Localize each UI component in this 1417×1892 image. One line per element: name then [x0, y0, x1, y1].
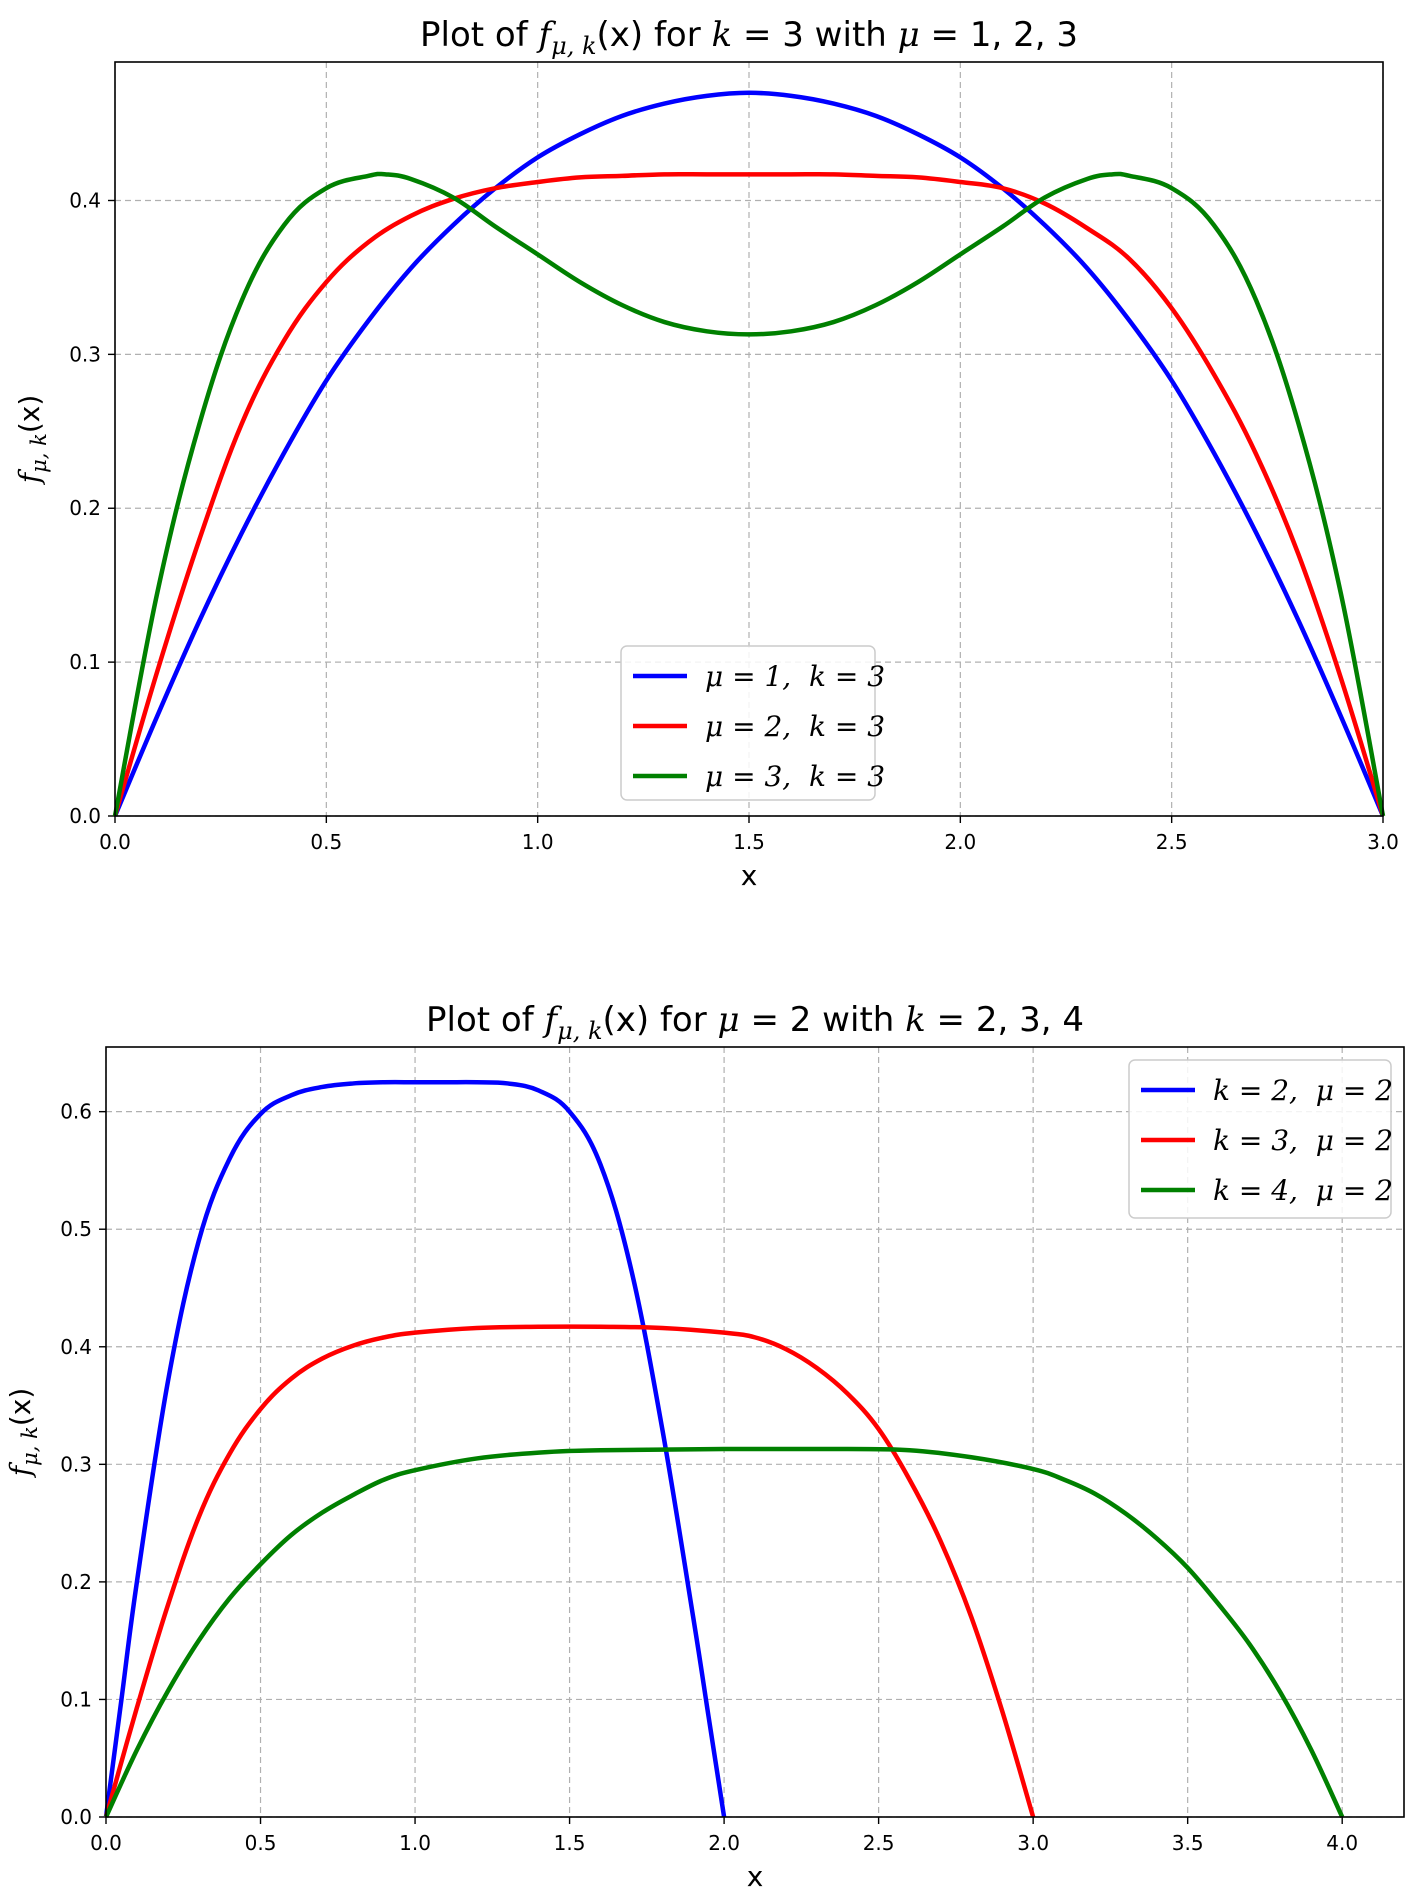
x-tick-label: 1.5: [733, 830, 765, 854]
chart-1: 0.0 0.5 1.0 1.5 2.0 2.5 3.0 0.0 0.1 0.2 0.3 0.4 Plot…: [13, 15, 1399, 892]
legend-label-3: μ = 3, k = 3: [705, 760, 885, 793]
x-tick-label: 4.0: [1326, 1831, 1358, 1855]
series-line-2: [103, 1324, 1036, 1818]
y-tick-label: 0.3: [69, 342, 101, 366]
legend-label-1: k = 2, μ = 2: [1213, 1074, 1393, 1107]
x-tick-label: 2.0: [944, 830, 976, 854]
x-tick-label: 1.5: [554, 1831, 586, 1855]
chart-title: Plot of fμ, k(x) for μ = 2 with k = 2, 3…: [426, 1000, 1084, 1045]
legend-label-1: μ = 1, k = 3: [705, 660, 885, 693]
x-tick-label: 2.5: [1156, 830, 1188, 854]
x-tick-label: 3.0: [1367, 830, 1399, 854]
legend-label-2: μ = 2, k = 3: [705, 710, 885, 743]
axes-frame: [114, 61, 1384, 817]
x-axis-label: x: [747, 1860, 764, 1892]
y-tick-label: 0.2: [69, 496, 101, 520]
series-line-3: [112, 171, 1386, 817]
x-tick-label: 2.5: [863, 1831, 895, 1855]
y-tick-label: 0.6: [60, 1100, 92, 1124]
x-tick-label: 3.0: [1017, 1831, 1049, 1855]
x-tick-label: 0.5: [245, 1831, 277, 1855]
y-tick-label: 0.3: [60, 1452, 92, 1476]
x-tick-label: 1.0: [399, 1831, 431, 1855]
series-line-2: [112, 171, 1386, 817]
y-tick-label: 0.5: [60, 1217, 92, 1241]
legend: μ = 1, k = 3 μ = 2, k = 3 μ = 3, k = 3: [620, 645, 885, 801]
series-line-1: [112, 90, 1386, 817]
x-tick-label: 3.5: [1172, 1831, 1204, 1855]
y-tick-label: 0.4: [60, 1335, 92, 1359]
x-tick-label: 0.0: [90, 1831, 122, 1855]
chart-title: Plot of fμ, k(x) for k = 3 with μ = 1, 2…: [420, 15, 1078, 60]
y-tick-label: 0.1: [60, 1687, 92, 1711]
legend-label-3: k = 4, μ = 2: [1213, 1174, 1393, 1207]
x-tick-label: 2.0: [708, 1831, 740, 1855]
x-tick-label: 1.0: [522, 830, 554, 854]
axes-frame: [105, 1046, 1405, 1818]
y-axis-label: fμ, k(x): [13, 395, 51, 486]
y-axis-label: fμ, k(x): [4, 1388, 42, 1479]
x-axis-label: x: [741, 859, 758, 892]
x-tick-label: 0.0: [99, 830, 131, 854]
x-tick-label: 0.5: [310, 830, 342, 854]
y-tick-label: 0.0: [69, 804, 101, 828]
series-line-1: [103, 1079, 727, 1818]
chart-2: 0.0 0.5 1.0 1.5 2.0 2.5 3.0 3.5 4.0 0.0 0.1 0.2 0.3 0…: [4, 1000, 1405, 1892]
legend-box: [1128, 1059, 1392, 1219]
y-tick-label: 0.0: [60, 1805, 92, 1829]
legend: k = 2, μ = 2 k = 3, μ = 2 k = 4, μ = 2: [1128, 1059, 1393, 1219]
legend-box: [620, 645, 876, 801]
legend-label-2: k = 3, μ = 2: [1213, 1124, 1393, 1157]
series-line-3: [103, 1446, 1345, 1818]
y-tick-label: 0.4: [69, 188, 101, 212]
y-tick-label: 0.1: [69, 650, 101, 674]
y-tick-label: 0.2: [60, 1570, 92, 1594]
